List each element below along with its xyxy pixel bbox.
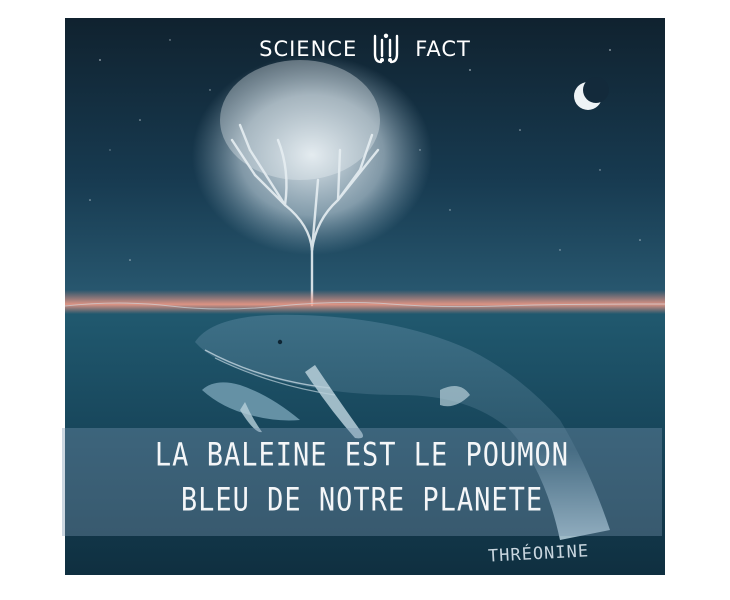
science-fact-logo-icon xyxy=(374,33,399,64)
caption-line-1: LA BALEINE EST LE POUMON xyxy=(154,436,570,475)
brand-left-word: SCIENCE xyxy=(259,37,358,61)
whale-calf xyxy=(202,382,300,433)
wave-line xyxy=(64,301,666,310)
humpback-whale xyxy=(195,314,610,540)
brand-right-word: FACT xyxy=(415,37,471,61)
horizon-glow xyxy=(65,290,665,314)
caption-line-2: BLEU DE NOTRE PLANETE xyxy=(180,481,544,520)
brand-header: SCIENCE FACT xyxy=(0,32,730,66)
crescent-moon-icon xyxy=(574,77,609,110)
caption-band xyxy=(62,428,662,536)
tree-of-light xyxy=(192,55,432,307)
